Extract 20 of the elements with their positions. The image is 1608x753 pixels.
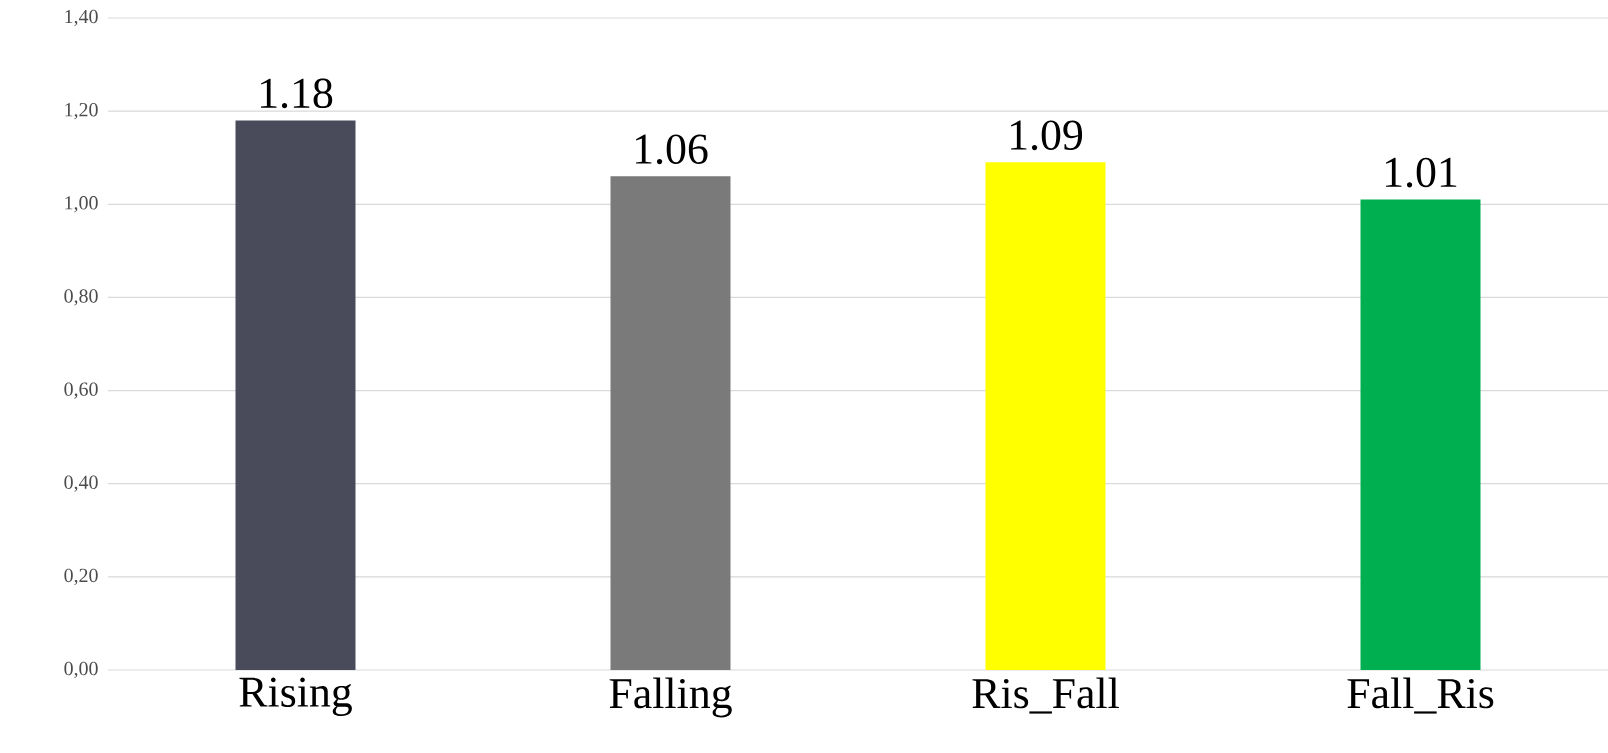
bar bbox=[985, 162, 1106, 670]
y-tick-label: 0,80 bbox=[64, 289, 98, 306]
x-tick-label: Falling bbox=[609, 677, 732, 718]
y-tick-label: 0,60 bbox=[64, 382, 98, 399]
data-label: 1.06 bbox=[636, 134, 708, 165]
data-label: 1.18 bbox=[261, 78, 333, 109]
y-tick-label: 0,00 bbox=[64, 661, 98, 679]
data-label: 1.09 bbox=[1011, 120, 1083, 151]
x-tick-label: Ris_Fall bbox=[972, 677, 1119, 714]
x-tick-label: Rising bbox=[239, 677, 352, 716]
y-tick-label: 1,20 bbox=[65, 102, 98, 120]
bar bbox=[610, 176, 731, 670]
data-label: 1.01 bbox=[1386, 157, 1457, 188]
y-tick-label: 1,00 bbox=[65, 196, 98, 213]
bar bbox=[235, 120, 356, 670]
y-tick-label: 0,40 bbox=[64, 475, 98, 492]
y-tick-label: 1,40 bbox=[65, 9, 98, 27]
y-tick-label: 0,20 bbox=[64, 568, 98, 586]
bar bbox=[1360, 199, 1481, 670]
x-tick-label: Fall_Ris bbox=[1347, 677, 1494, 714]
